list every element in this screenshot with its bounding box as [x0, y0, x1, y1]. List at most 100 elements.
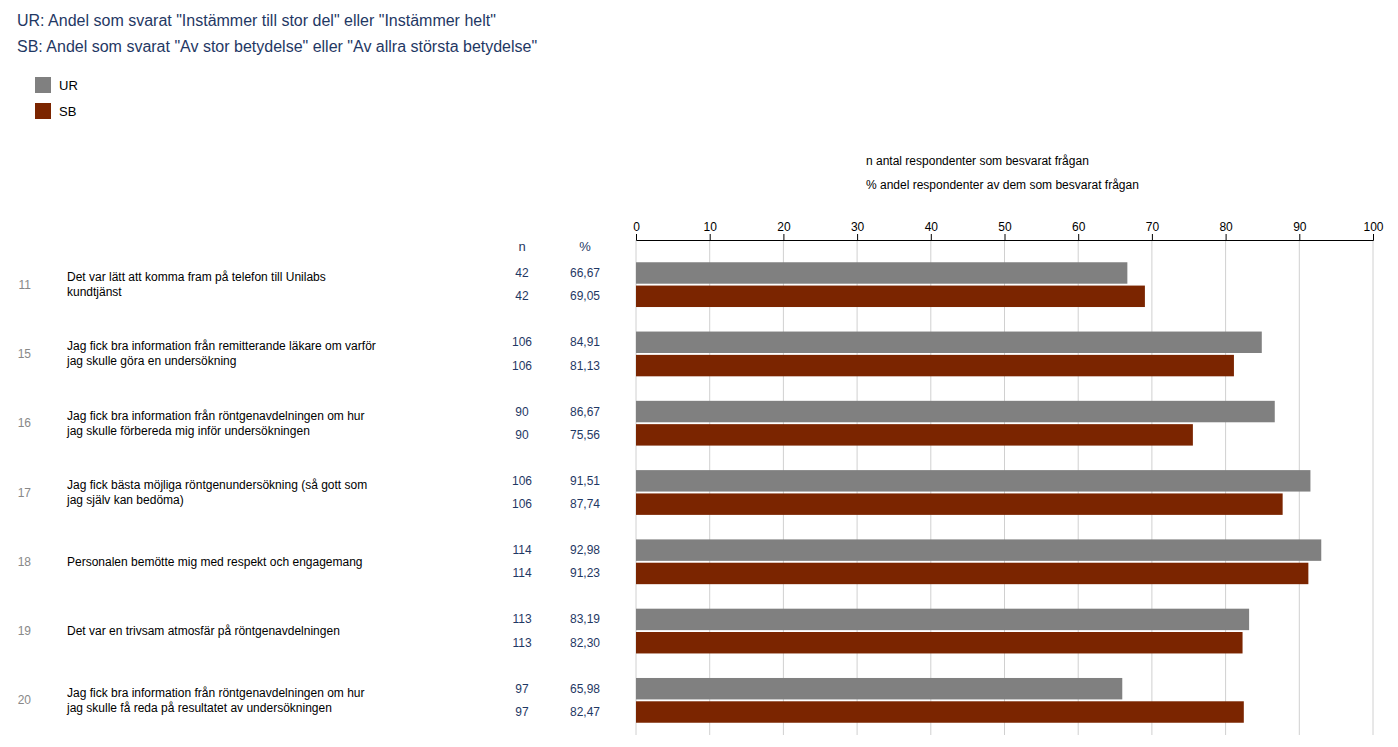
category-label: Jag fick bra information från remitteran…	[66, 339, 376, 368]
tick: 100	[1363, 220, 1383, 240]
tick: 20	[777, 220, 791, 240]
column-header: %	[579, 239, 591, 254]
n-value: 42	[515, 266, 529, 280]
tick-mark	[1373, 234, 1374, 240]
n-value: 106	[512, 497, 532, 511]
data-label: 83,19	[570, 612, 600, 626]
n-value: 90	[515, 428, 529, 442]
axis-line	[637, 234, 1374, 241]
tick-label: 20	[777, 220, 791, 234]
category-label-line: jag skulle förbereda mig inför undersökn…	[66, 424, 310, 438]
bar	[636, 355, 1234, 376]
n-value: 97	[515, 705, 529, 719]
category-label: Jag fick bästa möjliga röntgenundersökni…	[66, 478, 367, 507]
bar	[636, 678, 1122, 699]
tick-label: 70	[1146, 220, 1160, 234]
category-label-line: jag skulle göra en undersökning	[66, 354, 236, 368]
bar	[636, 262, 1127, 283]
data-label: 82,30	[570, 636, 600, 650]
n-value: 106	[512, 474, 532, 488]
category-id: 15	[18, 347, 32, 361]
category-id: 16	[18, 416, 32, 430]
tick-mark	[710, 234, 711, 240]
bar	[636, 632, 1243, 653]
category-label-line: Jag fick bästa möjliga röntgenundersökni…	[67, 478, 367, 492]
data-label: 92,98	[570, 543, 600, 557]
subtitle: SB: Andel som svarat "Av stor betydelse"…	[17, 38, 537, 55]
tick-mark	[857, 234, 858, 240]
category-label: Personalen bemötte mig med respekt och e…	[67, 555, 363, 569]
category-id: 11	[19, 278, 32, 292]
bar	[636, 609, 1249, 630]
tick-label: 40	[925, 220, 939, 234]
n-value: 114	[512, 566, 531, 580]
annotation: n antal respondenter som besvarat frågan	[866, 154, 1089, 168]
bar	[636, 286, 1145, 307]
tick-label: 90	[1293, 220, 1307, 234]
tick-label: 0	[633, 220, 640, 234]
tick-mark	[1078, 234, 1079, 240]
tick-label: 50	[998, 220, 1012, 234]
data-label: 87,74	[570, 497, 600, 511]
legend-swatch	[35, 77, 51, 93]
data-label: 66,67	[570, 266, 600, 280]
column-header: n	[518, 239, 525, 254]
grid	[636, 240, 1373, 735]
bar	[636, 701, 1244, 722]
data-label: 86,67	[570, 405, 600, 419]
n-value: 114	[512, 543, 531, 557]
tick: 30	[851, 220, 865, 240]
category-label-line: kundtjänst	[67, 285, 122, 299]
bars	[636, 262, 1321, 722]
chart: UR: Andel som svarat "Instämmer till sto…	[0, 0, 1398, 747]
bar	[636, 424, 1193, 445]
data-label: 65,98	[570, 682, 600, 696]
legend-item: UR	[35, 77, 78, 93]
category-label-line: jag själv kan bedöma)	[66, 493, 184, 507]
bar	[636, 539, 1321, 560]
category-label: Jag fick bra information från röntgenavd…	[66, 686, 365, 715]
tick-mark	[1226, 234, 1227, 240]
bar	[636, 563, 1308, 584]
legend: UR SB	[35, 77, 78, 119]
category-label-line: Jag fick bra information från röntgenavd…	[67, 686, 365, 700]
bar	[636, 493, 1283, 514]
tick-mark	[1299, 234, 1300, 240]
category-id: 18	[18, 555, 32, 569]
tick-mark	[636, 234, 637, 240]
annotation: % andel respondenter av dem som besvarat…	[866, 178, 1139, 192]
title: UR: Andel som svarat "Instämmer till sto…	[17, 12, 496, 29]
category-label: Det var lätt att komma fram på telefon t…	[67, 270, 326, 299]
data-label: 81,13	[570, 359, 600, 373]
tick-label: 10	[704, 220, 718, 234]
bar	[636, 470, 1310, 491]
table: n% 11 Det var lätt att komma fram på telef…	[18, 239, 601, 719]
x-axis: 0 10 20 30 40 50 60 70 80 90 100	[633, 220, 1384, 241]
tick-mark	[931, 234, 932, 240]
tick: 60	[1072, 220, 1086, 240]
legend-label: SB	[59, 104, 76, 119]
tick-mark	[1005, 234, 1006, 240]
data-label: 69,05	[570, 289, 600, 303]
data-label: 75,56	[570, 428, 600, 442]
tick-label: 80	[1219, 220, 1233, 234]
data-label: 82,47	[570, 705, 600, 719]
tick-label: 60	[1072, 220, 1086, 234]
bar	[636, 332, 1262, 353]
category-id: 20	[18, 693, 32, 707]
data-label: 84,91	[570, 335, 600, 349]
tick-mark	[783, 234, 784, 240]
tick: 40	[925, 220, 939, 240]
data-label: 91,23	[570, 566, 600, 580]
grid-line	[1373, 240, 1374, 735]
n-value: 106	[512, 335, 532, 349]
tick: 0	[633, 220, 640, 240]
category-id: 19	[18, 624, 32, 638]
tick-mark	[1152, 234, 1153, 240]
category-label: Jag fick bra information från röntgenavd…	[66, 409, 365, 438]
tick: 80	[1219, 220, 1233, 240]
legend-swatch	[35, 103, 51, 119]
n-value: 90	[515, 405, 529, 419]
n-value: 97	[515, 682, 529, 696]
tick-label: 30	[851, 220, 865, 234]
